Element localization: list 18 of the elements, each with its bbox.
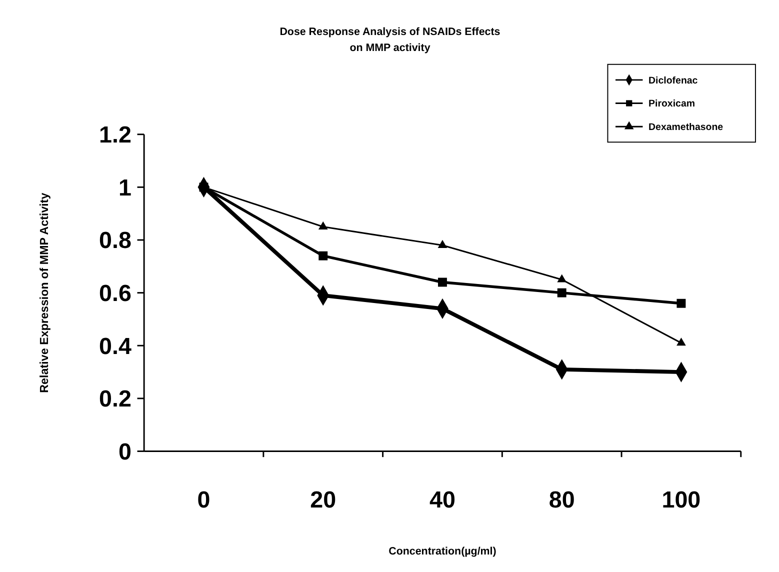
y-tick-label: 0.4 (99, 332, 132, 359)
x-tick-label: 0 (197, 486, 210, 513)
legend-label: Piroxicam (648, 98, 696, 110)
y-tick-label: 1 (118, 174, 132, 200)
x-axis-title: Concentration(µg/ml) (388, 545, 497, 558)
x-tick-label: 80 (548, 486, 575, 513)
x-tick-label: 100 (662, 486, 701, 513)
y-axis-title: Relative Expression of MMP Activity (38, 192, 51, 393)
legend-label: Dexamethasone (648, 122, 724, 133)
y-tick-label: 0.2 (99, 386, 132, 412)
x-tick-label: 20 (310, 486, 336, 513)
y-tick-label: 0.8 (99, 227, 132, 254)
chart-title: Dose Response Analysis of NSAIDs Effects on MMP activity (280, 26, 500, 54)
legend-label: Diclofenac (648, 75, 698, 86)
x-tick-label: 40 (430, 486, 456, 513)
y-tick-label: 0 (118, 438, 132, 464)
y-tick-label: 1.2 (99, 122, 132, 148)
y-tick-label: 0.6 (99, 280, 132, 306)
